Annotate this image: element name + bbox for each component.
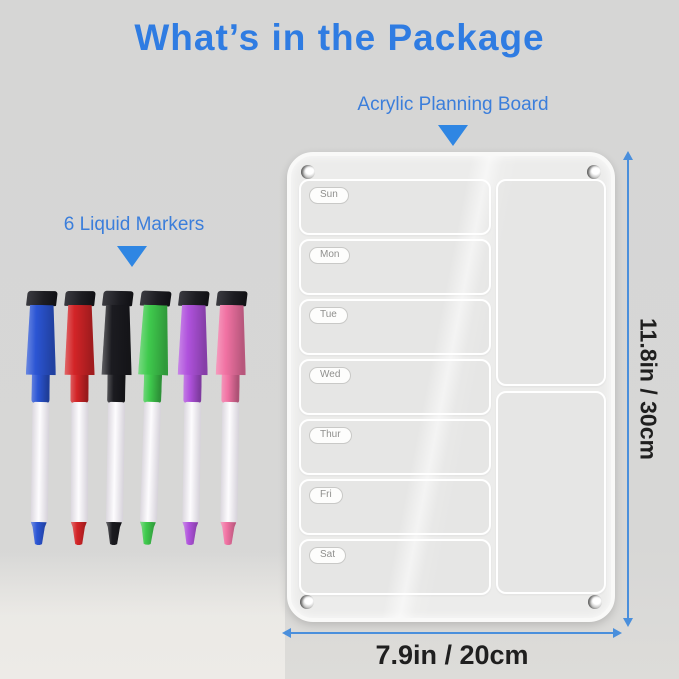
board-notes-column: [496, 179, 606, 594]
marker-body: [219, 401, 239, 524]
marker-cap-neck: [143, 373, 163, 404]
marker-tip: [182, 522, 198, 545]
markers-group: [25, 290, 249, 553]
day-label: Sat: [309, 547, 347, 564]
marker-cap-neck: [31, 373, 50, 404]
marker-body: [30, 401, 49, 524]
marker-eraser-cap: [139, 290, 172, 307]
day-row: Fri: [299, 479, 491, 535]
screw-hole-icon: [587, 165, 601, 179]
marker-cap: [216, 305, 247, 375]
marker-tip: [71, 522, 87, 545]
marker-body: [139, 401, 161, 524]
marker-cap-neck: [221, 373, 240, 404]
marker-body: [70, 401, 88, 524]
marker-tip: [30, 522, 46, 545]
marker-tip: [139, 522, 156, 546]
markers-pointer-triangle-icon: [117, 246, 147, 267]
marker-cap: [65, 305, 95, 375]
screw-hole-icon: [301, 165, 315, 179]
marker-tip: [106, 522, 122, 545]
width-dimension-arrow: [282, 628, 622, 638]
marker-body: [181, 401, 201, 524]
height-dimension-label: 11.8in / 30cm: [635, 318, 662, 460]
marker-cap: [178, 305, 209, 375]
notes-box-top: [496, 179, 606, 386]
marker-tip: [220, 522, 236, 545]
board-day-column: Sun Mon Tue Wed Thur Fri Sat: [299, 179, 491, 595]
marker-body: [105, 401, 125, 524]
marker-eraser-cap: [26, 290, 58, 307]
day-row: Thur: [299, 419, 491, 475]
day-row: Wed: [299, 359, 491, 415]
marker-eraser-cap: [64, 290, 96, 307]
day-label: Mon: [309, 247, 351, 264]
day-label: Sun: [309, 187, 349, 204]
day-row: Mon: [299, 239, 491, 295]
day-label: Tue: [309, 307, 348, 324]
day-row: Tue: [299, 299, 491, 355]
arrow-left-icon: [282, 628, 291, 638]
arrow-up-icon: [623, 151, 633, 160]
marker-cap-neck: [183, 373, 202, 404]
marker-cap-neck: [107, 373, 126, 404]
screw-hole-icon: [300, 595, 314, 609]
page-title: What’s in the Package: [134, 17, 545, 58]
board-callout-label: Acrylic Planning Board: [357, 94, 549, 115]
arrow-down-icon: [623, 618, 633, 627]
marker-eraser-cap: [215, 290, 248, 307]
marker-pink: [211, 290, 249, 552]
screw-hole-icon: [588, 595, 602, 609]
day-row: Sun: [299, 179, 491, 235]
height-dimension-arrow: [623, 151, 633, 627]
marker-cap: [26, 305, 57, 375]
marker-cap: [102, 305, 133, 376]
day-row: Sat: [299, 539, 491, 595]
marker-green: [130, 290, 173, 551]
acrylic-planning-board: Sun Mon Tue Wed Thur Fri Sat: [287, 152, 615, 622]
marker-red: [62, 290, 97, 551]
day-label: Thur: [309, 427, 352, 444]
arrow-line: [627, 160, 629, 618]
marker-cap-neck: [70, 373, 89, 404]
marker-eraser-cap: [177, 290, 210, 307]
day-label: Fri: [309, 487, 343, 504]
markers-callout-label: 6 Liquid Markers: [63, 214, 205, 235]
notes-box-bottom: [496, 391, 606, 594]
board-pointer-triangle-icon: [438, 125, 468, 146]
marker-cap: [138, 304, 170, 375]
marker-eraser-cap: [101, 290, 134, 307]
marker-purple: [173, 290, 211, 552]
day-label: Wed: [309, 367, 352, 384]
marker-black: [96, 290, 135, 552]
arrow-right-icon: [613, 628, 622, 638]
floor-highlight: [0, 552, 285, 679]
arrow-line: [291, 632, 613, 634]
marker-blue: [21, 290, 59, 551]
width-dimension-label: 7.9in / 20cm: [375, 640, 529, 670]
